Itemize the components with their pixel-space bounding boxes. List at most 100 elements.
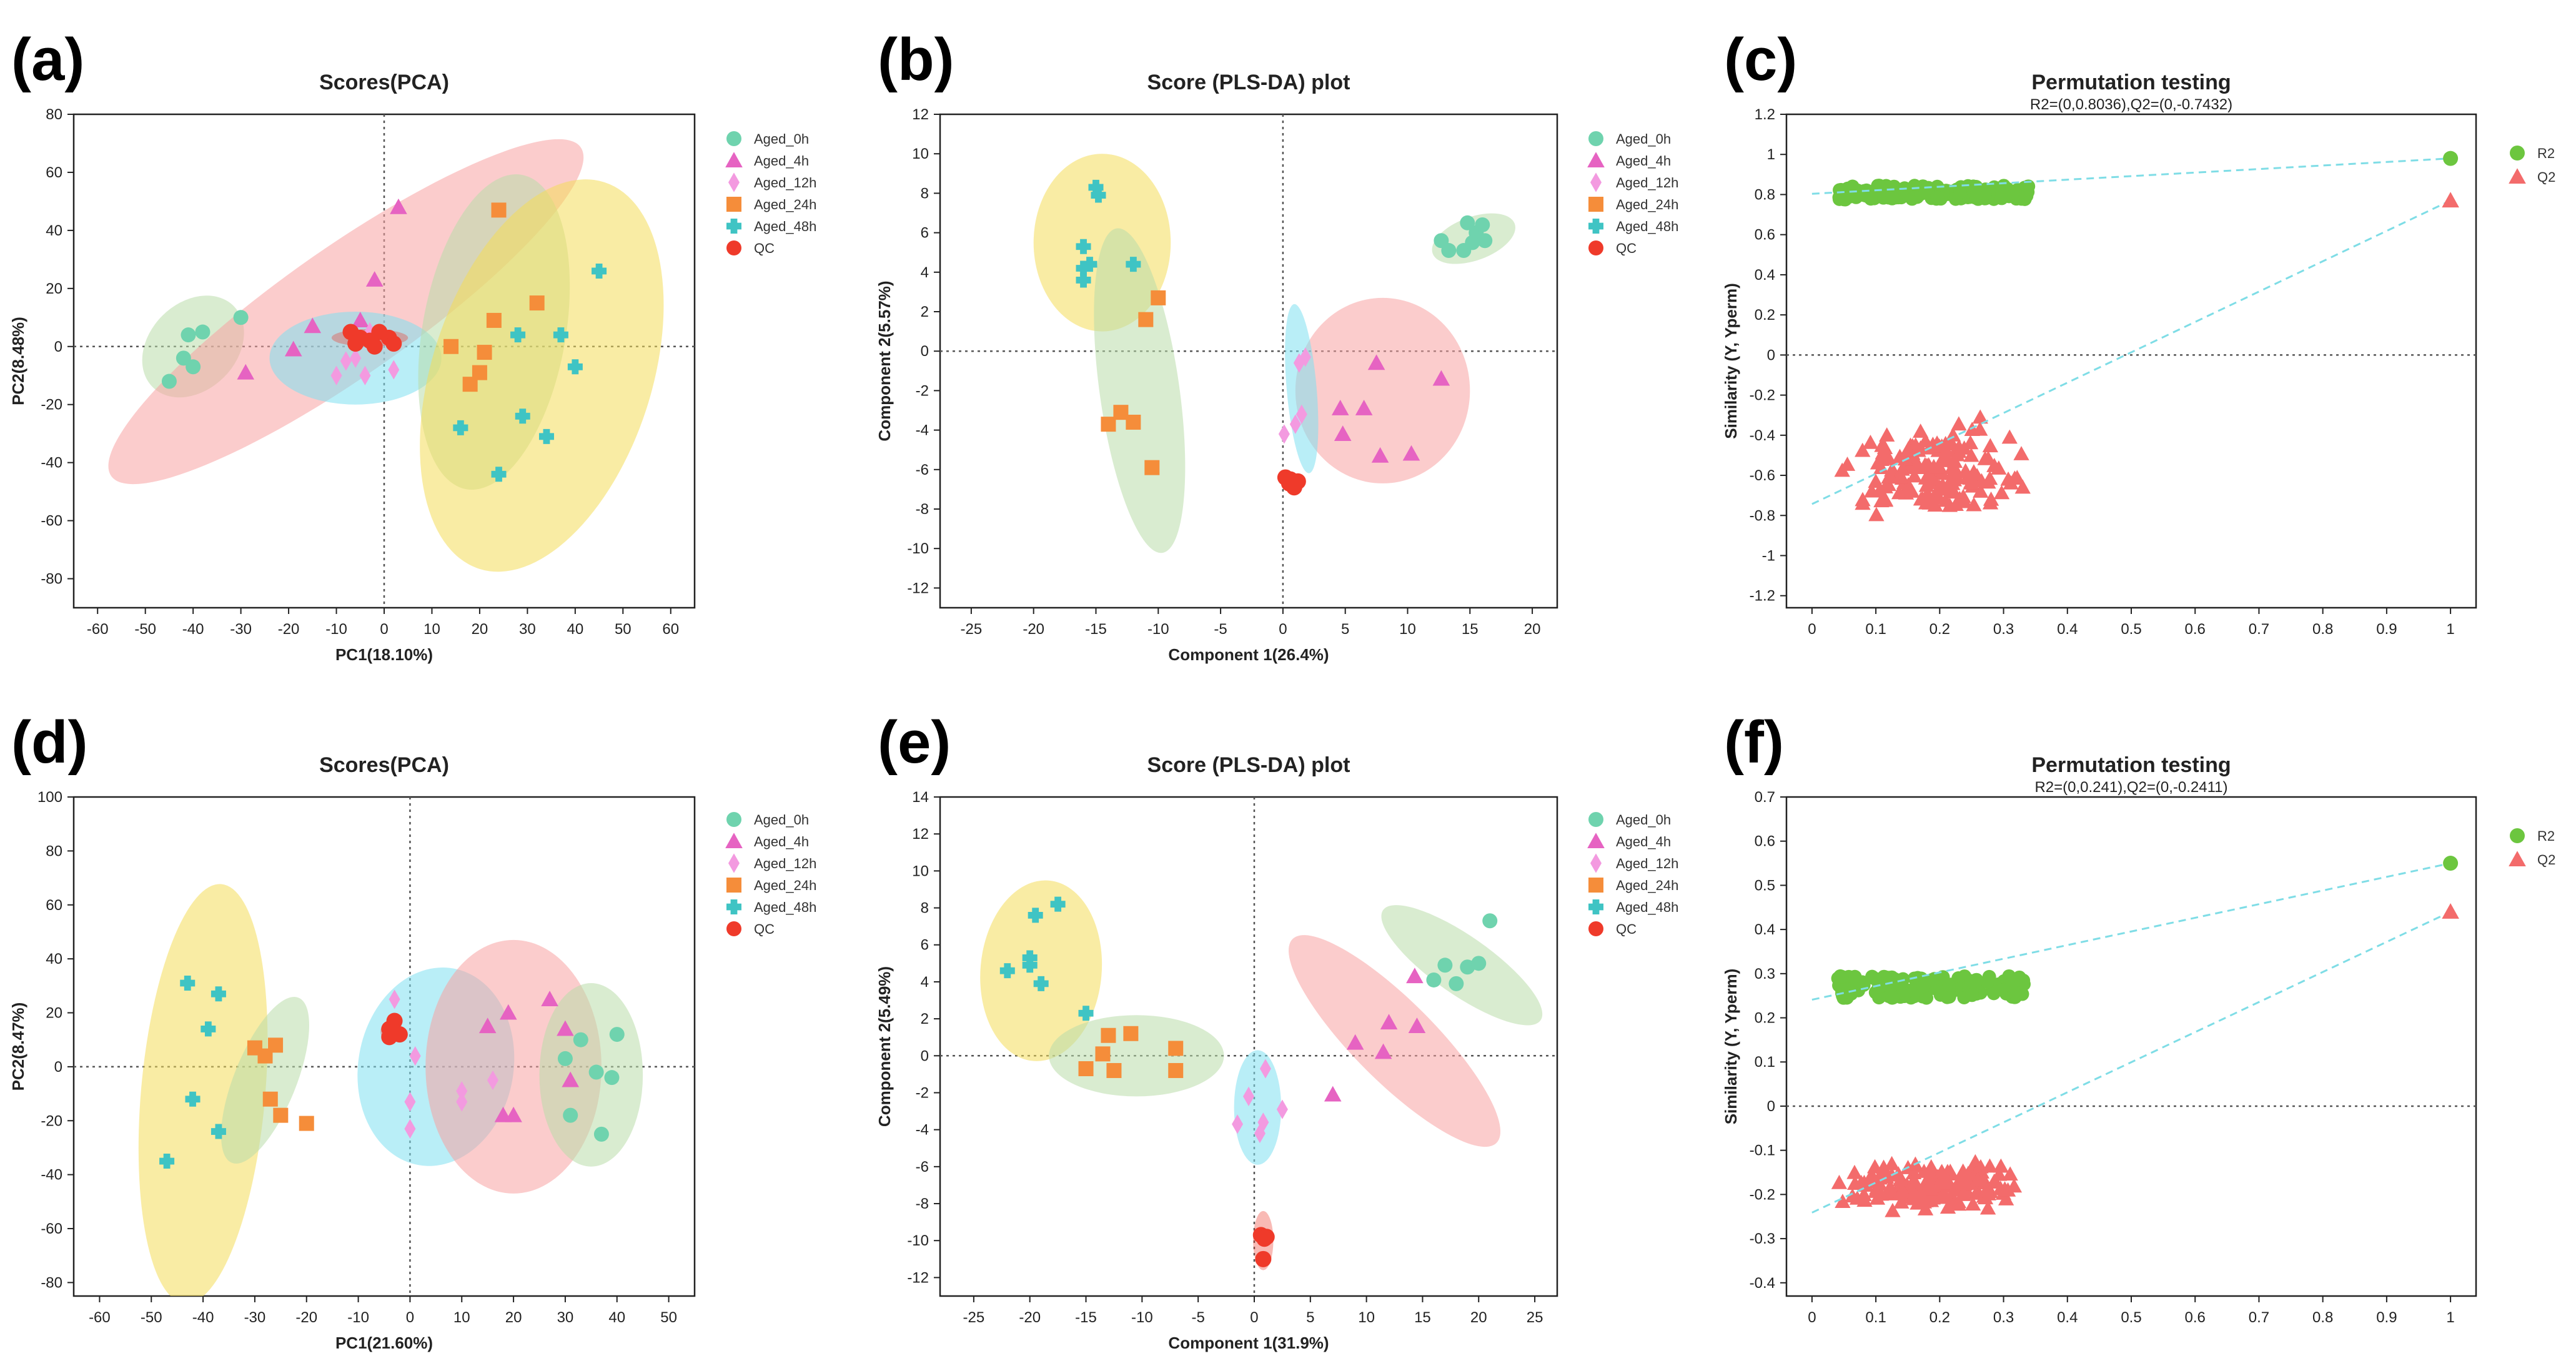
- r2-point: [1942, 989, 1956, 1004]
- y-tick-label: 6: [921, 937, 929, 954]
- q2-point: [1979, 1200, 1996, 1215]
- x-tick-label: -15: [1085, 621, 1107, 638]
- y-axis-label: Component 2(5.57%): [875, 280, 894, 441]
- y-tick-label: -0.4: [1750, 1275, 1775, 1292]
- data-point-aged_48h: [567, 359, 583, 375]
- data-point-aged_48h: [1033, 976, 1049, 991]
- y-tick-label: 20: [46, 1005, 62, 1022]
- q2-point: [1991, 1166, 2008, 1181]
- q2-point: [1938, 492, 1954, 507]
- x-tick-label: 20: [472, 621, 488, 638]
- x-tick-label: -20: [1023, 621, 1044, 638]
- r2-point: [1870, 181, 1884, 195]
- x-tick-label: -50: [134, 621, 156, 638]
- q2-point: [1892, 1172, 1909, 1186]
- q2-point: [1998, 1191, 2014, 1205]
- y-tick-label: 6: [921, 225, 929, 242]
- x-tick-label: 0.9: [2376, 621, 2397, 638]
- data-point-aged_4h: [284, 340, 302, 357]
- x-tick-label: 0.7: [2249, 1309, 2269, 1326]
- data-point-aged_0h: [176, 350, 191, 366]
- data-point-qc: [386, 1023, 403, 1040]
- legend-label: Aged_4h: [754, 153, 809, 169]
- data-point-aged_24h: [1168, 1041, 1184, 1056]
- y-axis-label: PC2(8.48%): [9, 317, 27, 405]
- plot-area: [108, 139, 664, 572]
- data-point-aged_48h: [1076, 239, 1091, 254]
- q2-point: [1884, 1156, 1900, 1170]
- q2-point: [1966, 497, 1982, 512]
- legend-marker: [1590, 172, 1602, 192]
- y-tick-label: -4: [916, 422, 929, 439]
- data-point-aged_4h: [1367, 354, 1385, 370]
- plot-area: [1811, 856, 2459, 1217]
- y-tick-label: -2: [916, 1084, 929, 1101]
- data-point-aged_4h: [1406, 968, 1424, 984]
- x-tick-label: 0: [406, 1309, 414, 1326]
- chart-panel-4: (d) Scores(PCA) -60 -50 -40 -30 -20 -10 0 10 20 30 4…: [9, 709, 816, 1352]
- plot-area: [1811, 151, 2459, 522]
- data-point-aged_24h: [1095, 1046, 1111, 1062]
- legend-label: Aged_0h: [754, 812, 809, 828]
- chart-panel-2: (b) Score (PLS-DA) plot-25 -20 -15 -10 -5 0 5 10…: [875, 26, 1678, 664]
- legend-marker: [728, 172, 740, 192]
- data-point-aged_12h: [409, 1046, 421, 1066]
- x-tick-label: 0: [1808, 1309, 1816, 1326]
- data-point-aged_12h: [1232, 1114, 1244, 1134]
- legend-marker: [726, 878, 741, 893]
- data-point-qc: [1256, 1230, 1273, 1247]
- y-tick-label: 0.5: [1755, 877, 1775, 894]
- y-tick-label: 8: [921, 900, 929, 917]
- data-point-aged_0h: [233, 310, 249, 325]
- y-tick-label: -0.1: [1750, 1142, 1775, 1159]
- x-axis-label: PC1(18.10%): [335, 645, 433, 664]
- legend-marker: [2510, 828, 2525, 843]
- r2-point: [1920, 991, 1934, 1005]
- q2-point: [1934, 1164, 1950, 1179]
- y-tick-label: 40: [46, 222, 62, 239]
- data-point-aged_0h: [195, 324, 211, 340]
- plot-frame: [72, 796, 696, 1297]
- q2-point: [1917, 433, 1934, 448]
- y-tick-label: -0.2: [1750, 1186, 1775, 1203]
- r2-point: [1964, 988, 1979, 1002]
- q2-point: [1862, 434, 1879, 449]
- q2-point: [1884, 462, 1900, 477]
- q2-point: [1855, 442, 1871, 457]
- data-point-aged_48h: [201, 1021, 216, 1037]
- q2-point: [1897, 451, 1913, 466]
- y-tick-label: -40: [41, 1167, 62, 1184]
- y-tick-label: 0.2: [1755, 307, 1775, 324]
- chart-title: Permutation testing: [2031, 71, 2231, 94]
- y-tick-label: 0.2: [1755, 1010, 1775, 1027]
- data-point-aged_12h: [404, 1092, 416, 1112]
- x-tick-label: 0: [380, 621, 388, 638]
- x-tick-label: -60: [89, 1309, 111, 1326]
- q2-point: [2013, 446, 2029, 460]
- x-tick-label: 15: [1414, 1309, 1431, 1326]
- q2-point: [1863, 483, 1880, 498]
- q2-point: [1834, 462, 1850, 477]
- legend-marker: [1588, 240, 1603, 255]
- legend-label: R2: [2537, 146, 2555, 161]
- q2-point: [1922, 468, 1938, 482]
- x-tick-label: 0.9: [2376, 1309, 2397, 1326]
- data-point-aged_24h: [1138, 312, 1154, 327]
- data-point-aged_48h: [1050, 896, 1066, 912]
- data-point-aged_0h: [181, 327, 196, 343]
- q2-point: [1868, 507, 1885, 522]
- data-point-aged_12h: [389, 989, 400, 1009]
- confidence-ellipse: [1289, 935, 1501, 1147]
- data-point-aged_0h: [1426, 972, 1442, 987]
- y-axis-label: Component 2(5.49%): [875, 966, 894, 1127]
- panel-label: (b): [878, 26, 954, 93]
- y-tick-label: 0.3: [1755, 966, 1775, 982]
- q2-point: [1879, 427, 1895, 442]
- chart-title: Scores(PCA): [319, 71, 449, 94]
- y-tick-label: -40: [41, 455, 62, 472]
- chart-panel-6: (f) Permutation testing R2=(0,0.241),Q2=(0…: [1721, 709, 2555, 1326]
- r2-point: [1885, 991, 1900, 1005]
- data-point-aged_12h: [456, 1092, 468, 1112]
- confidence-ellipse: [138, 884, 268, 1296]
